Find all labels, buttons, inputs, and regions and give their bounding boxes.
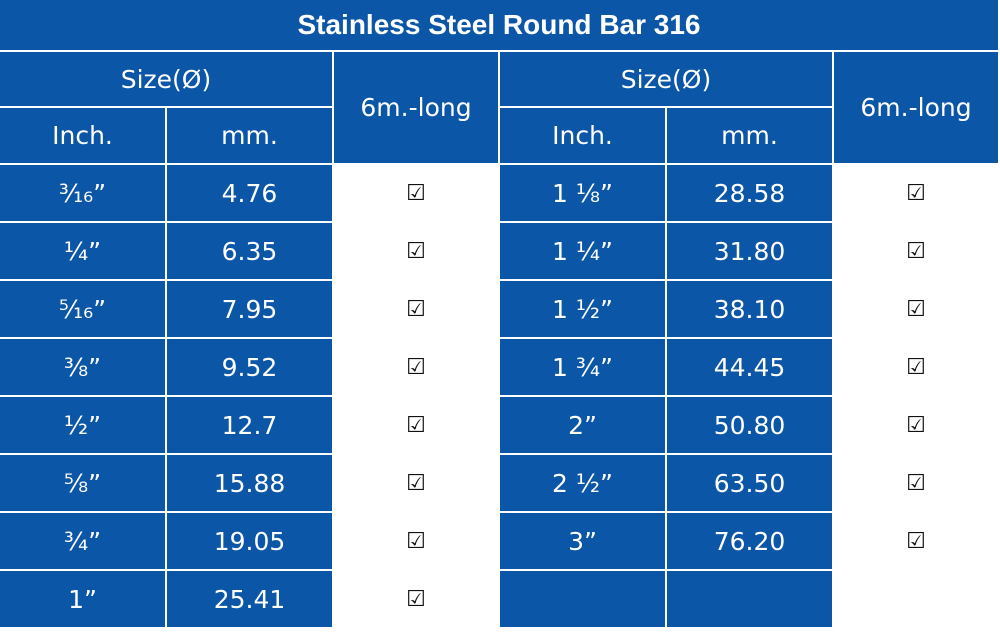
length-check: ☑ bbox=[334, 223, 498, 279]
length-check: ☑ bbox=[834, 397, 998, 453]
size-mm: 63.50 bbox=[667, 455, 832, 511]
size-inch: ⁵⁄₈” bbox=[0, 455, 165, 511]
empty-cell bbox=[667, 571, 832, 627]
length-check: ☑ bbox=[834, 223, 998, 279]
length-check: ☑ bbox=[334, 455, 498, 511]
header-length: 6m.-long bbox=[834, 52, 998, 163]
empty-cell bbox=[500, 571, 665, 627]
header-inch: Inch. bbox=[0, 108, 165, 163]
header-length: 6m.-long bbox=[334, 52, 498, 163]
size-mm: 7.95 bbox=[167, 281, 332, 337]
length-check: ☑ bbox=[334, 513, 498, 569]
size-mm: 76.20 bbox=[667, 513, 832, 569]
size-mm: 4.76 bbox=[167, 165, 332, 221]
size-inch: 3” bbox=[500, 513, 665, 569]
header-size: Size(Ø) bbox=[0, 52, 332, 106]
size-mm: 38.10 bbox=[667, 281, 832, 337]
size-mm: 19.05 bbox=[167, 513, 332, 569]
size-inch: ³⁄₄” bbox=[0, 513, 165, 569]
header-mm: mm. bbox=[167, 108, 332, 163]
size-inch: 1 ¹⁄₈” bbox=[500, 165, 665, 221]
size-inch: 1 ¹⁄₂” bbox=[500, 281, 665, 337]
size-mm: 31.80 bbox=[667, 223, 832, 279]
size-inch: ¹⁄₄” bbox=[0, 223, 165, 279]
header-size: Size(Ø) bbox=[500, 52, 832, 106]
size-mm: 44.45 bbox=[667, 339, 832, 395]
size-inch: 1 ¹⁄₄” bbox=[500, 223, 665, 279]
length-check: ☑ bbox=[334, 339, 498, 395]
size-inch: ⁵⁄₁₆” bbox=[0, 281, 165, 337]
table-title: Stainless Steel Round Bar 316 bbox=[0, 0, 998, 50]
size-inch: ³⁄₁₆” bbox=[0, 165, 165, 221]
size-mm: 25.41 bbox=[167, 571, 332, 627]
length-check: ☑ bbox=[334, 397, 498, 453]
size-mm: 12.7 bbox=[167, 397, 332, 453]
size-inch: 1 ³⁄₄” bbox=[500, 339, 665, 395]
length-check: ☑ bbox=[834, 339, 998, 395]
length-check: ☑ bbox=[834, 165, 998, 221]
length-check: ☑ bbox=[334, 165, 498, 221]
size-inch: 2” bbox=[500, 397, 665, 453]
size-inch: 1” bbox=[0, 571, 165, 627]
size-mm: 9.52 bbox=[167, 339, 332, 395]
length-check: ☑ bbox=[834, 513, 998, 569]
header-mm: mm. bbox=[667, 108, 832, 163]
size-inch: ³⁄₈” bbox=[0, 339, 165, 395]
header-inch: Inch. bbox=[500, 108, 665, 163]
size-mm: 28.58 bbox=[667, 165, 832, 221]
size-inch: 2 ¹⁄₂” bbox=[500, 455, 665, 511]
length-check: ☑ bbox=[334, 281, 498, 337]
length-check: ☑ bbox=[334, 571, 498, 627]
size-mm: 15.88 bbox=[167, 455, 332, 511]
length-check: ☑ bbox=[834, 455, 998, 511]
size-mm: 50.80 bbox=[667, 397, 832, 453]
size-mm: 6.35 bbox=[167, 223, 332, 279]
empty-cell bbox=[834, 571, 998, 627]
length-check: ☑ bbox=[834, 281, 998, 337]
size-inch: ¹⁄₂” bbox=[0, 397, 165, 453]
